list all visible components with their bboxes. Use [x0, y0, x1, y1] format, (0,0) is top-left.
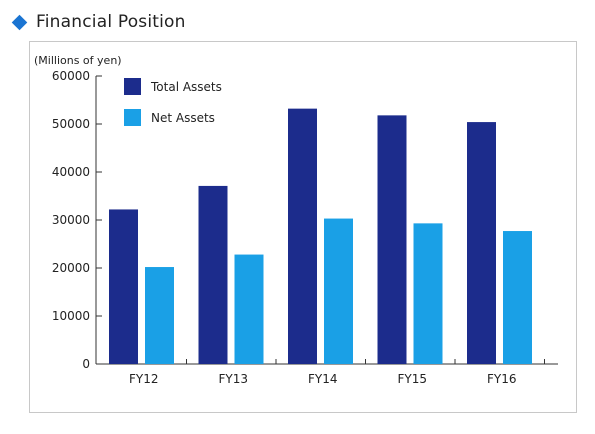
bar-net-assets	[413, 223, 443, 364]
legend-label: Total Assets	[150, 80, 222, 94]
x-tick-label: FY15	[397, 372, 427, 386]
bar-total-assets	[467, 122, 496, 364]
y-tick-label: 10000	[52, 309, 90, 323]
y-tick-label: 0	[82, 357, 90, 371]
y-tick-label: 60000	[52, 69, 90, 83]
bar-total-assets	[288, 108, 317, 364]
bar-net-assets	[234, 254, 264, 364]
chart-header: Financial Position	[10, 8, 186, 36]
x-tick-label: FY12	[129, 372, 159, 386]
y-axis-label: (Millions of yen)	[34, 54, 122, 67]
x-tick-label: FY14	[308, 372, 338, 386]
y-tick-label: 20000	[52, 261, 90, 275]
y-tick-label: 30000	[52, 213, 90, 227]
bar-total-assets	[109, 209, 138, 364]
bar-total-assets	[377, 115, 407, 364]
bars	[109, 108, 532, 364]
y-tick-label: 40000	[52, 165, 90, 179]
x-tick-label: FY13	[218, 372, 248, 386]
legend: Total Assets Net Assets	[124, 78, 222, 126]
legend-swatch	[124, 109, 141, 126]
bar-net-assets	[324, 218, 353, 364]
x-tick-label: FY16	[487, 372, 517, 386]
legend-swatch	[124, 78, 141, 95]
y-tick-label: 50000	[52, 117, 90, 131]
bar-total-assets	[198, 185, 228, 364]
bar-net-assets	[145, 267, 174, 364]
chart-title: Financial Position	[36, 12, 186, 32]
y-axis: 0 10000 20000 30000 40000 50000 60000	[52, 69, 102, 371]
bar-net-assets	[503, 231, 532, 364]
legend-label: Net Assets	[151, 111, 215, 125]
